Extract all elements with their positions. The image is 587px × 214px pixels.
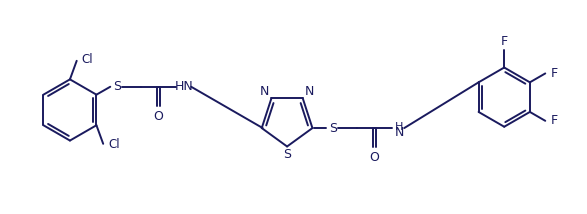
Text: F: F [551,67,558,80]
Text: F: F [551,114,558,127]
Text: N: N [260,85,269,98]
Text: Cl: Cl [82,53,93,66]
Text: H: H [395,122,403,132]
Text: F: F [501,35,508,48]
Text: Cl: Cl [108,138,120,151]
Text: HN: HN [175,80,194,93]
Text: O: O [370,151,380,164]
Text: O: O [154,110,164,123]
Text: N: N [305,85,315,98]
Text: S: S [113,80,121,93]
Text: S: S [329,122,337,135]
Text: N: N [394,126,404,138]
Text: S: S [283,148,291,161]
